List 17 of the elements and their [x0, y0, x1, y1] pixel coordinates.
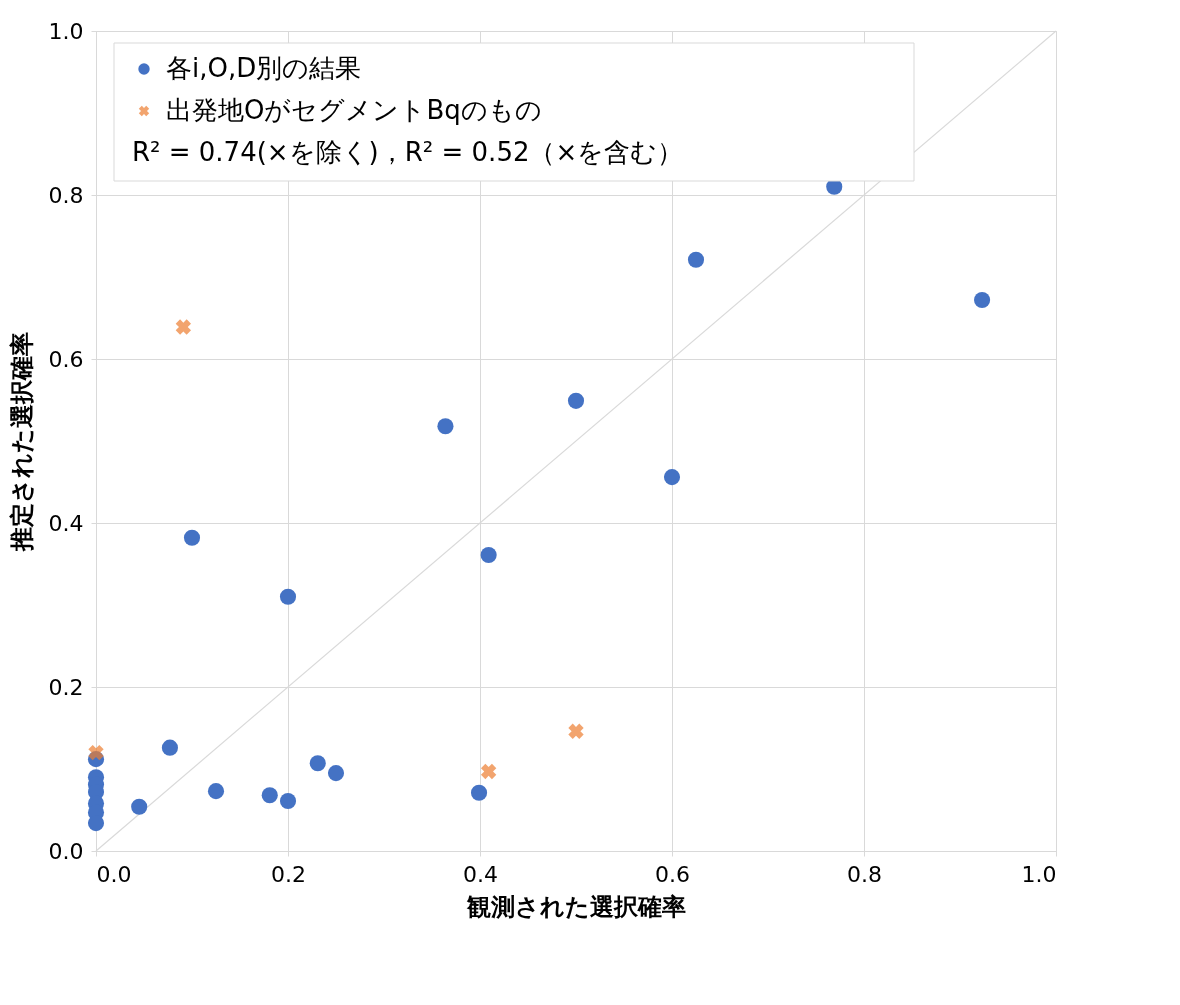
y-tick-label: 0.0 — [48, 838, 84, 864]
y-tick-label: 0.6 — [48, 346, 84, 372]
x-tick-label: 0.2 — [271, 861, 306, 887]
legend-label: 出発地OがセグメントBqのもの — [166, 95, 542, 125]
y-tick-label: 0.8 — [48, 182, 84, 208]
x-tick-label: 1.0 — [1021, 861, 1057, 887]
x-tick-label: 0.8 — [847, 861, 882, 887]
x-tick-label: 0.4 — [463, 861, 498, 887]
x-axis-title: 観測された選択確率 — [466, 892, 686, 921]
x-tick-label: 0.0 — [96, 861, 132, 887]
y-tick-label: 1.0 — [48, 18, 84, 44]
y-tick-label: 0.2 — [48, 674, 84, 700]
legend-label: 各i,O,D別の結果 — [166, 53, 362, 83]
y-tick-label: 0.4 — [48, 510, 84, 536]
annotation: R² = 0.74(×を除く)，R² = 0.52（×を含む） — [132, 137, 684, 167]
y-axis-title: 推定された選択確率 — [7, 332, 36, 552]
x-tick-label: 0.6 — [655, 861, 690, 887]
